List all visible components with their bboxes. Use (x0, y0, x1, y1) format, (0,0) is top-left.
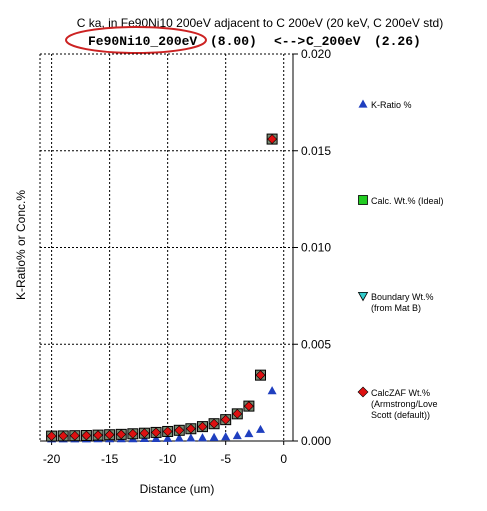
data-point-series-3-diamond (93, 430, 103, 441)
legend-marker-1 (358, 195, 368, 205)
data-point-series-3-diamond (81, 430, 92, 441)
data-point-series-3 (243, 400, 255, 412)
data-point-series-3 (104, 429, 116, 441)
data-point-series-3-diamond (174, 425, 185, 436)
subtitle-arrow: <--> (274, 34, 305, 49)
x-tick-label: -10 (159, 452, 177, 466)
legend-label-2: Boundary Wt.% (371, 292, 434, 302)
legend-marker-3-diamond (357, 386, 369, 398)
x-tick-label: -15 (101, 452, 119, 466)
x-axis-label: Distance (um) (140, 482, 215, 496)
data-point-series-3 (127, 428, 139, 440)
data-point-series-3-diamond (104, 429, 115, 440)
data-point-series-3-diamond (151, 427, 161, 438)
legend-marker-0 (358, 99, 368, 108)
data-point-series-3-diamond (209, 418, 220, 429)
subtitle-right-material: C_200eV (306, 34, 361, 49)
data-point-series-3-diamond (232, 408, 243, 419)
data-point-series-3-diamond (58, 430, 69, 441)
chart-title: C ka, in Fe90Ni10 200eV adjacent to C 20… (77, 16, 443, 30)
data-point-series-0 (197, 433, 207, 442)
data-point-series-3-diamond (220, 414, 231, 425)
subtitle-left-value: (8.00) (210, 34, 257, 49)
data-point-series-0 (244, 429, 254, 438)
subtitle-left-material: Fe90Ni10_200eV (88, 34, 197, 49)
data-point-series-3 (57, 430, 69, 442)
data-point-series-3 (173, 424, 185, 436)
x-tick-label: -5 (220, 452, 231, 466)
chart-subtitle: Fe90Ni10_200eV (8.00) <--> C_200eV (2.26… (88, 34, 421, 49)
data-point-series-3-diamond (127, 428, 138, 439)
data-point-series-3 (196, 421, 208, 433)
data-point-series-3 (150, 426, 162, 438)
data-point-series-3 (255, 369, 267, 381)
subtitle-highlight-ellipse (65, 26, 207, 54)
data-point-series-3 (80, 430, 92, 442)
x-tick-label: -20 (43, 452, 61, 466)
legend-label-3: (Armstrong/Love (371, 399, 438, 409)
data-point-series-0 (256, 424, 266, 433)
data-point-series-3 (185, 423, 197, 435)
data-point-series-3 (162, 425, 174, 437)
legend-label-2: (from Mat B) (371, 303, 421, 313)
data-point-series-0 (267, 386, 277, 395)
data-point-series-3 (138, 427, 150, 439)
data-point-series-3 (266, 133, 278, 145)
x-tick-label: 0 (280, 452, 287, 466)
data-point-series-3 (92, 429, 104, 441)
data-point-series-3-diamond (139, 428, 150, 439)
data-point-series-3 (208, 418, 220, 430)
y-tick-label: 0.015 (301, 144, 331, 158)
data-point-series-3 (46, 430, 58, 442)
data-point-series-3-diamond (185, 423, 196, 434)
legend-label-3: Scott (default)) (371, 410, 430, 420)
data-point-series-3-diamond (46, 431, 57, 442)
legend-label-0: K-Ratio % (371, 100, 412, 110)
data-point-series-0 (221, 432, 231, 441)
data-point-series-3-diamond (162, 426, 173, 437)
legend-label-3: CalcZAF Wt.% (371, 388, 430, 398)
legend-marker-2 (357, 291, 369, 302)
y-tick-label: 0.000 (301, 434, 331, 448)
y-tick-label: 0.005 (301, 337, 331, 351)
data-point-series-3-diamond (267, 134, 278, 144)
data-point-series-3-diamond (69, 430, 80, 441)
data-point-series-3 (231, 408, 243, 420)
legend-marker-3 (357, 386, 369, 398)
data-point-series-3 (115, 428, 127, 440)
legend: K-Ratio % Calc. Wt.% (Ideal) Boundary Wt.%… (357, 99, 444, 420)
data-point-series-0 (232, 431, 242, 440)
data-point-series-3-diamond (243, 401, 254, 412)
y-axis-label: K-Ratio% or Conc.% (14, 190, 28, 300)
data-point-series-0 (174, 433, 184, 442)
data-point-series-0 (209, 432, 219, 441)
subtitle-right-value: (2.26) (374, 34, 421, 49)
y-tick-label: 0.020 (301, 47, 331, 61)
data-point-series-3-diamond (197, 421, 208, 432)
data-point-series-3 (220, 414, 232, 426)
data-point-series-0 (186, 433, 196, 442)
data-point-series-3-diamond (116, 429, 127, 440)
legend-label-1: Calc. Wt.% (Ideal) (371, 196, 444, 206)
data-point-series-3 (69, 430, 81, 442)
plot-area: -20 -15 -10 -5 0 0.000 0.005 0.010 0.015 0.020 (39, 47, 331, 466)
data-point-series-0 (151, 433, 161, 443)
y-tick-label: 0.010 (301, 241, 331, 255)
data-point-series-3-diamond (255, 370, 266, 381)
data-point-series-0 (163, 433, 173, 442)
